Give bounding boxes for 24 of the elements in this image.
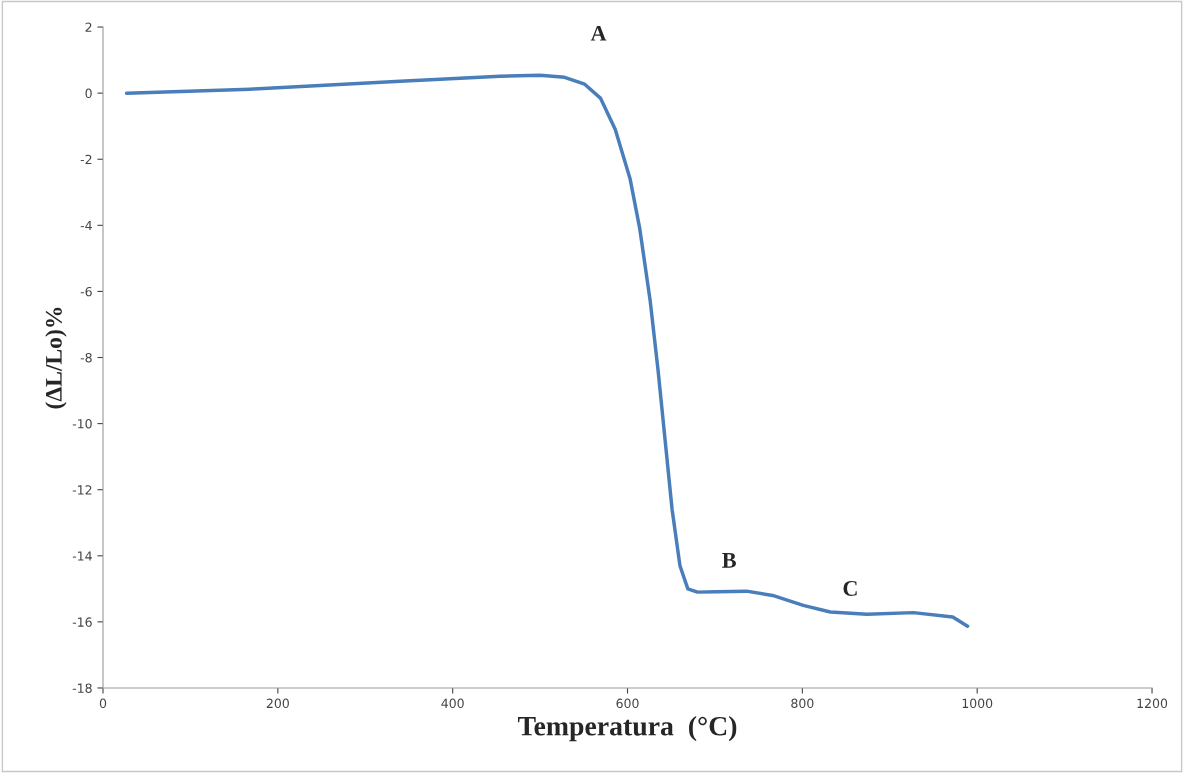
y-tick-label: -2 — [80, 154, 92, 164]
y-tick-label: -14 — [72, 551, 92, 561]
x-tick-label: 800 — [791, 698, 814, 709]
x-tick-label: 1200 — [1137, 698, 1168, 709]
y-axis-title: (ΔL/Lo)% — [45, 307, 67, 409]
y-tick-label: -4 — [80, 220, 92, 231]
y-tick-label: -12 — [72, 485, 92, 495]
y-tick-label: -8 — [80, 352, 92, 363]
x-tick-label: 400 — [441, 698, 464, 709]
annotation: C — [843, 580, 857, 596]
x-tick-label: 200 — [266, 698, 289, 709]
x-axis-title: Temperatura (°C) — [517, 716, 737, 742]
line-series — [124, 73, 970, 628]
y-tick-label: 0 — [85, 88, 92, 99]
y-tick-label: 2 — [85, 22, 92, 32]
annotation: B — [722, 553, 736, 568]
x-tick-label: 0 — [99, 698, 107, 709]
y-tick-label: -16 — [72, 617, 92, 627]
y-tick-label: -10 — [72, 419, 92, 429]
x-tick-label: 1000 — [962, 698, 993, 709]
annotation: A — [590, 25, 607, 41]
y-tick-label: -6 — [80, 286, 92, 297]
y-tick-label: -18 — [72, 683, 92, 693]
x-tick-label: 600 — [616, 698, 639, 709]
